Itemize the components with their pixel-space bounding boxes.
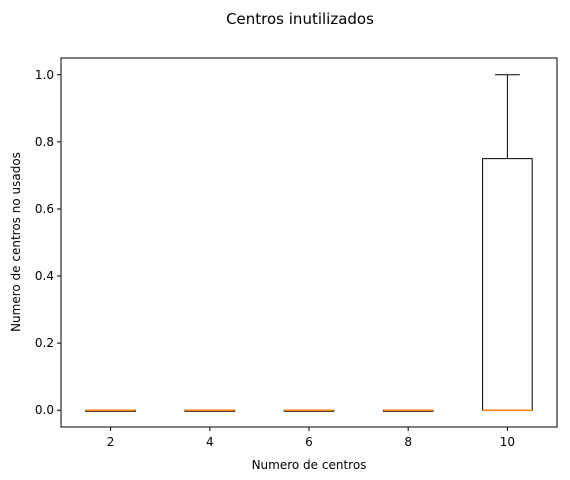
x-tick-label: 10 (500, 435, 515, 449)
y-tick-label: 0.8 (35, 135, 54, 149)
y-axis-label: Numero de centros no usados (9, 152, 23, 332)
plot-area: 0.0 0.2 0.4 0.6 0.8 1.0 2 4 6 8 10 (35, 57, 558, 449)
y-tick-label: 0.0 (35, 403, 54, 417)
x-tick-label: 6 (305, 435, 313, 449)
y-tick-label: 0.2 (35, 336, 54, 350)
chart-title: Centros inutilizados (226, 10, 374, 28)
y-tick-label: 1.0 (35, 68, 54, 82)
x-tick-label: 8 (404, 435, 412, 449)
x-tick-label: 2 (107, 435, 115, 449)
box (482, 158, 533, 411)
x-tick-label: 4 (206, 435, 214, 449)
y-tick-label: 0.6 (35, 202, 54, 216)
y-tick-label: 0.4 (35, 269, 54, 283)
x-axis-label: Numero de centros (252, 458, 367, 472)
